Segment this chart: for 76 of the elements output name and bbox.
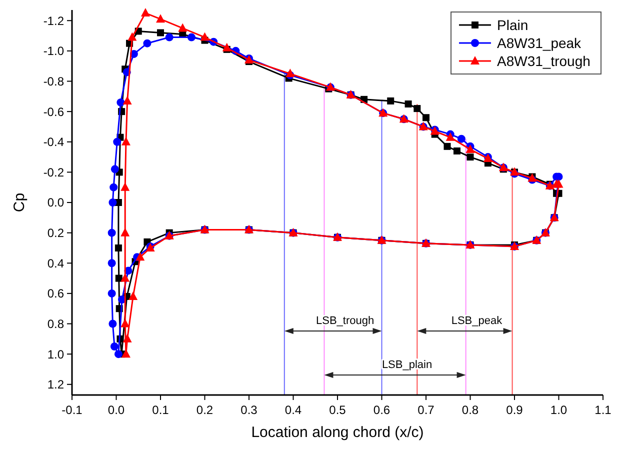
point [116,98,125,106]
point [108,228,116,237]
point [187,33,196,42]
point [136,252,145,261]
y-tick-label: 1.2 [47,378,64,392]
point [110,342,118,350]
y-tick-label: 0.8 [47,316,64,331]
point [115,274,122,282]
point [110,183,118,192]
x-tick-label: 0.0 [108,403,125,417]
y-axis-title: Cp [11,192,28,212]
y-tick-label: -0.2 [43,165,64,180]
y-tick-label: -0.4 [43,135,64,150]
point [120,228,130,236]
point [143,39,152,48]
point [122,334,132,342]
y-tick-label: 0.0 [47,196,64,210]
point [466,144,475,153]
point [444,142,451,150]
x-tick-label: 0.9 [506,403,524,417]
point [110,165,119,174]
point [108,259,116,268]
point [120,318,130,328]
point [178,23,188,32]
point [387,97,394,104]
x-tick-label: 1.0 [550,403,568,417]
point [108,289,116,298]
y-tick-label: -1.0 [43,44,64,58]
annotation: LSB_peak [451,315,503,327]
point [453,147,460,154]
y-tick-label: -1.2 [43,14,64,28]
x-tick-label: 0.6 [373,403,390,417]
point [157,29,164,36]
point [222,42,232,52]
point [108,198,117,206]
legend-label: A8W31_peak [497,34,582,51]
point [128,291,138,300]
point [108,320,117,328]
point [114,350,122,358]
point [140,8,150,17]
legend-label: Plain [497,16,528,33]
point [422,114,430,122]
point [156,14,165,23]
point [404,100,412,108]
y-tick-label: 0.6 [47,286,64,301]
x-tick-label: 0.1 [152,403,170,417]
point [165,33,174,42]
x-tick-label: 0.8 [462,403,479,417]
x-axis-title: Location along chord (x/c) [251,424,424,441]
y-tick-label: 0.2 [47,226,64,240]
point [113,138,122,146]
point [121,349,130,358]
point [466,154,474,161]
y-tick-label: -0.8 [43,74,64,88]
y-tick-label: -0.6 [43,104,64,119]
x-tick-label: 0.4 [284,403,302,417]
point [200,32,210,41]
x-tick-label: 1.1 [594,403,612,417]
y-tick-label: 0.4 [47,256,64,270]
x-tick-label: -0.1 [62,403,83,417]
point [122,96,132,104]
point [286,68,295,78]
x-tick-label: 0.7 [418,403,435,417]
point [414,105,421,112]
point [128,32,137,41]
y-tick-label: 1.0 [47,347,64,362]
annotation: LSB_trough [316,315,374,327]
x-tick-label: 0.3 [240,403,258,417]
point [120,273,130,282]
legend-label: A8W31_trough [497,52,590,69]
point [121,136,130,146]
x-tick-label: 0.2 [196,403,214,417]
point [457,134,466,143]
point [114,244,122,252]
point [446,132,455,141]
x-tick-label: 0.5 [329,403,346,417]
